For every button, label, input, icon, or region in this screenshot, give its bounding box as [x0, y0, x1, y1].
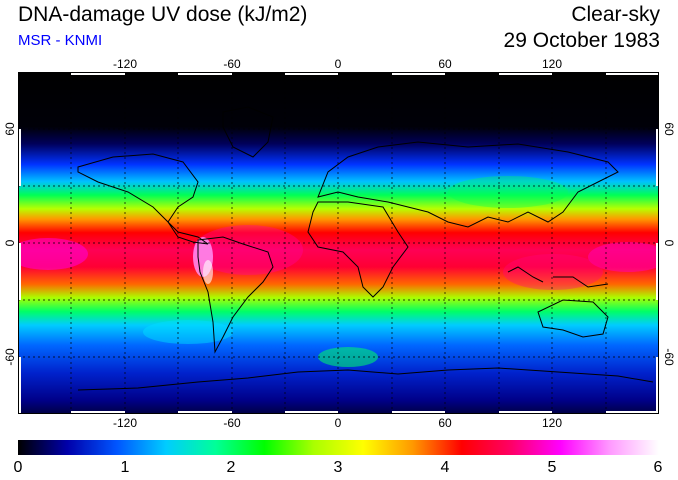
scale-tick: 4 [440, 459, 450, 476]
lat-tick-right: 60 [662, 122, 676, 136]
condition-label: Clear-sky [571, 3, 660, 26]
scale-tick: 0 [13, 459, 23, 476]
lon-tick-bottom: 60 [438, 416, 452, 430]
lat-tick-left: 60 [3, 122, 17, 136]
map-frame [18, 72, 659, 414]
lon-tick-bottom: -120 [113, 416, 137, 430]
lat-tick-left: -60 [3, 348, 17, 366]
color-scale-bar [18, 440, 659, 455]
lon-axis-top: -120 -60 0 60 120 [113, 57, 562, 71]
lon-tick-bottom: 120 [542, 416, 562, 430]
scale-tick: 3 [333, 459, 343, 476]
uv-dose-map [18, 72, 659, 414]
lat-axis-left: 60 0 -60 [3, 122, 17, 366]
lat-tick-left: 0 [3, 239, 17, 246]
graticule [18, 72, 659, 414]
frame-ticks [18, 72, 659, 414]
lon-tick-bottom: 0 [335, 416, 342, 430]
lat-tick-right: 0 [662, 240, 676, 247]
lat-axis-right: 60 0 -60 [662, 122, 676, 366]
lon-tick-top: 120 [542, 57, 562, 71]
lon-tick-top: 0 [335, 57, 342, 71]
lon-tick-top: -120 [113, 57, 137, 71]
scale-tick: 5 [547, 459, 557, 476]
scale-tick: 1 [120, 459, 130, 476]
lon-tick-top: -60 [223, 57, 241, 71]
date-label: 29 October 1983 [503, 29, 660, 52]
lat-tick-right: -60 [662, 348, 676, 366]
scale-tick: 2 [226, 459, 236, 476]
page-title: DNA-damage UV dose (kJ/m2) [18, 3, 308, 26]
scale-tick: 6 [653, 459, 663, 476]
coastlines [77, 106, 654, 391]
lon-tick-top: 60 [438, 57, 452, 71]
uv-hotspots [18, 176, 659, 367]
lon-tick-bottom: -60 [223, 416, 241, 430]
source-label: MSR - KNMI [18, 32, 103, 49]
lon-axis-bottom: -120 -60 0 60 120 [113, 416, 562, 430]
